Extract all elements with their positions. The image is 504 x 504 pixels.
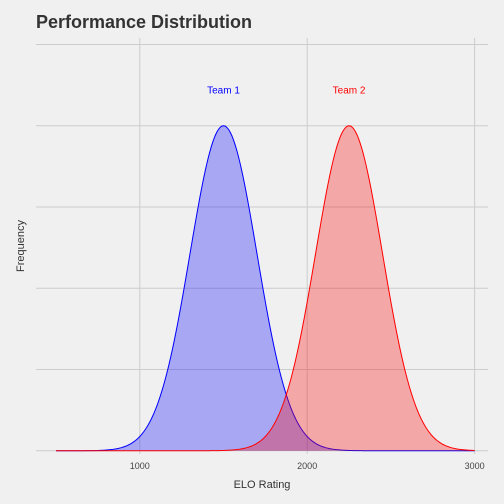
x-tick-labels: 1000 2000 3000 — [130, 461, 485, 471]
x-tick-label-1000: 1000 — [130, 461, 150, 471]
series-line-team-1 — [56, 125, 475, 452]
x-tick-label-2000: 2000 — [297, 461, 317, 471]
annotation-team-1: Team 1 — [207, 85, 240, 96]
annotation-team-2: Team 2 — [333, 85, 366, 96]
grid-lines — [36, 38, 488, 454]
chart-title: Performance Distribution — [36, 12, 252, 32]
density-areas — [56, 125, 475, 452]
y-axis-label: Frequency — [15, 220, 27, 272]
series-area-team-1 — [56, 125, 475, 451]
x-tick-label-3000: 3000 — [465, 461, 485, 471]
series-area-team-2 — [56, 125, 475, 451]
x-axis-label: ELO Rating — [234, 479, 291, 491]
series-line-team-2 — [56, 125, 475, 452]
annotations: Team 1 Team 2 — [207, 85, 366, 96]
